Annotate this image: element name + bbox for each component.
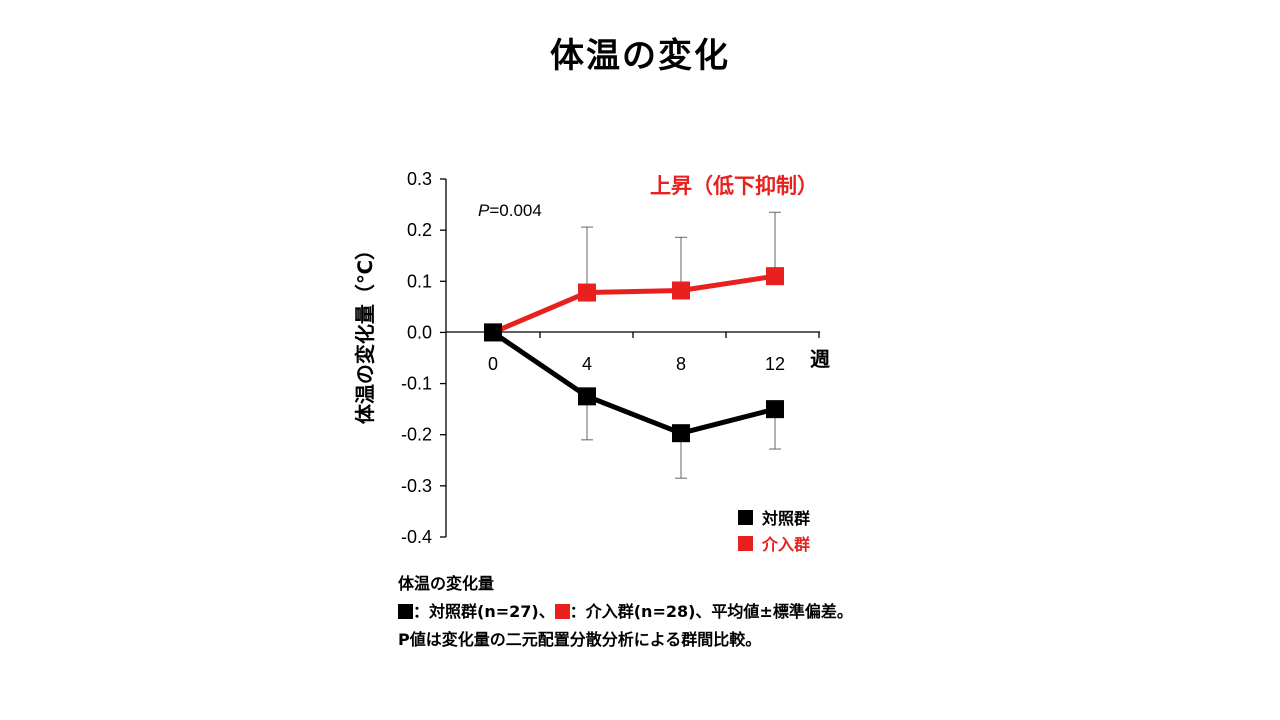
x-tick-label: 0 — [488, 354, 498, 374]
y-tick-labels: 0.3 0.2 0.1 0.0 -0.1 -0.2 -0.3 -0.4 — [401, 169, 432, 547]
x-tick-label: 8 — [676, 354, 686, 374]
y-tick-label: 0.0 — [407, 322, 432, 342]
notes-sep-2: ： — [569, 602, 586, 621]
intervention-data-point — [578, 283, 596, 302]
y-tick-label: 0.3 — [407, 169, 432, 189]
notes-sep-1: ： — [413, 602, 430, 621]
x-tick-label: 4 — [582, 354, 592, 374]
control-data-point — [578, 387, 596, 406]
x-axis-label: 週 — [810, 347, 830, 371]
chart-notes: 体温の変化量 ：対照群(n=27)、 ：介入群(n=28)、平均値±標準偏差。 P… — [398, 574, 853, 658]
p-value-annotation: P=0.004 — [478, 201, 542, 220]
notes-intervention: 介入群(n=28)、平均値±標準偏差。 — [585, 602, 853, 621]
y-tick-label: -0.4 — [401, 527, 432, 547]
y-axis-label: 体温の変化量（℃） — [353, 240, 377, 424]
line-chart: 0.3 0.2 0.1 0.0 -0.1 -0.2 -0.3 -0.4 0 4 8 12 体温の変化… — [353, 169, 830, 554]
legend-intervention-swatch — [738, 536, 753, 551]
control-data-point — [484, 323, 502, 342]
notes-control: 対照群(n=27)、 — [429, 602, 555, 621]
intervention-data-point — [672, 281, 690, 300]
legend-intervention-label: 介入群 — [761, 535, 810, 554]
notes-groups: ：対照群(n=27)、 ：介入群(n=28)、平均値±標準偏差。 — [398, 602, 853, 630]
y-tick-label: 0.1 — [407, 271, 432, 291]
legend-control-swatch — [738, 510, 753, 525]
control-series-line — [491, 330, 776, 436]
control-data-point — [672, 424, 690, 443]
legend: 対照群 介入群 — [738, 509, 810, 554]
intervention-square-icon — [554, 604, 570, 619]
p-value-symbol: P — [478, 201, 490, 220]
notes-method: P値は変化量の二元配置分散分析による群間比較。 — [398, 630, 762, 649]
intervention-series-line — [492, 273, 776, 335]
effect-annotation: 上昇（低下抑制） — [650, 174, 818, 198]
series-lines — [491, 273, 776, 436]
y-tick-label: 0.2 — [407, 220, 432, 240]
x-tick-label: 12 — [765, 354, 785, 374]
slide-title: 体温の変化 — [550, 36, 730, 76]
y-tick-label: -0.1 — [401, 374, 432, 394]
control-square-icon — [398, 604, 413, 619]
x-tick-labels: 0 4 8 12 — [488, 354, 785, 374]
data-points — [484, 267, 784, 443]
notes-title: 体温の変化量 — [398, 574, 495, 593]
chart-axes — [440, 178, 820, 538]
p-value-number: =0.004 — [489, 201, 541, 220]
y-tick-label: -0.3 — [401, 476, 432, 496]
y-tick-label: -0.2 — [401, 425, 432, 445]
legend-control-label: 対照群 — [761, 509, 810, 528]
intervention-data-point — [766, 267, 784, 286]
control-data-point — [766, 400, 784, 419]
